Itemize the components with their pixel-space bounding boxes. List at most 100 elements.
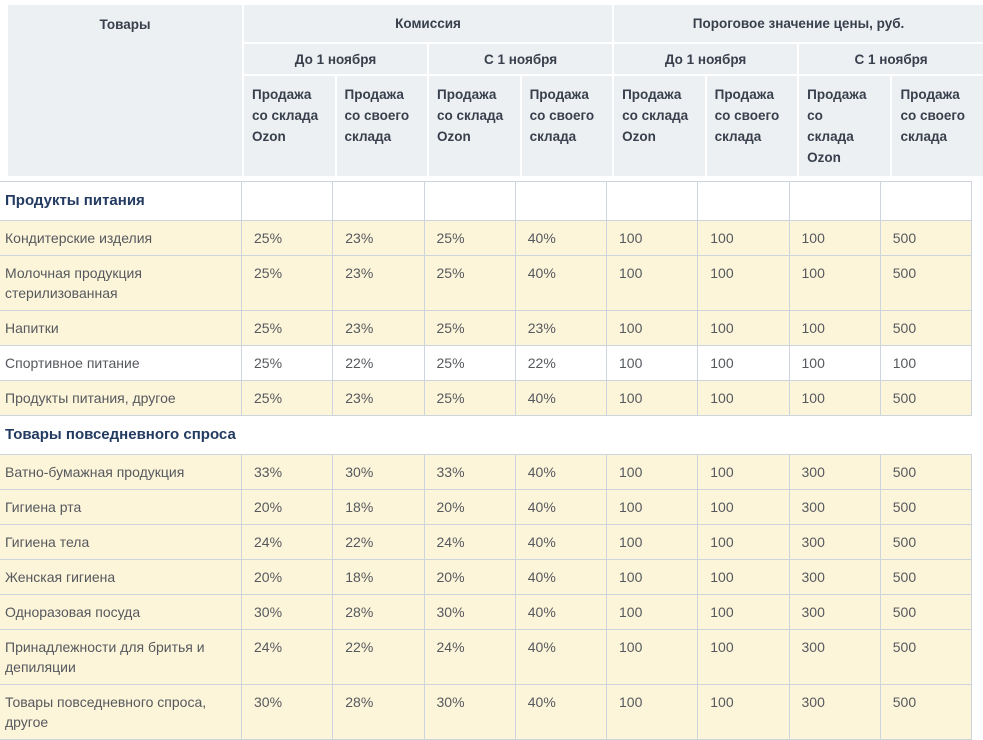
section-title: Продукты питания (0, 182, 242, 221)
threshold-before-own-cell: 100 (698, 256, 790, 311)
table-row: Ватно-бумажная продукция 33% 30% 33% 40%… (0, 455, 972, 490)
commission-from-own-cell: 23% (515, 311, 607, 346)
commission-from-own-cell: 40% (515, 221, 607, 256)
threshold-before-ozon-cell: 100 (607, 595, 699, 630)
header-sale-own-warehouse: Продажа со своего склада (706, 76, 798, 176)
commission-from-own-cell: 40% (515, 490, 607, 525)
table-row: Молочная продукция стерилизованная 25% 2… (0, 256, 972, 311)
threshold-before-own-cell: 100 (698, 455, 790, 490)
commission-from-own-cell: 40% (515, 595, 607, 630)
header-sale-ozon-warehouse: Продажа со склада Ozon (799, 76, 891, 176)
header-products-label: Товары (99, 17, 151, 32)
threshold-before-ozon-cell: 100 (607, 381, 699, 416)
commission-before-own-cell: 22% (333, 525, 425, 560)
commission-from-ozon-cell: 33% (424, 455, 516, 490)
threshold-before-own-cell: 100 (698, 311, 790, 346)
section-empty-cell (242, 182, 334, 221)
commission-from-own-cell: 40% (515, 525, 607, 560)
header-commission-period-from: С 1 ноября (429, 44, 613, 74)
commission-before-ozon-cell: 33% (242, 455, 334, 490)
category-name-cell: Кондитерские изделия (0, 221, 242, 256)
threshold-from-own-cell: 500 (880, 525, 972, 560)
threshold-from-ozon-cell: 100 (789, 346, 881, 381)
commission-before-ozon-cell: 24% (242, 525, 334, 560)
table-row: Кондитерские изделия 25% 23% 25% 40% 100… (0, 221, 972, 256)
commission-before-ozon-cell: 20% (242, 560, 334, 595)
threshold-from-ozon-cell: 300 (789, 560, 881, 595)
threshold-from-own-cell: 500 (880, 560, 972, 595)
commission-before-own-cell: 23% (333, 381, 425, 416)
table-header: Товары Комиссия Пороговое значение цены,… (8, 5, 983, 176)
commission-before-ozon-cell: 25% (242, 346, 334, 381)
table-row: Гигиена рта 20% 18% 20% 40% 100 100 300 … (0, 490, 972, 525)
threshold-from-own-cell: 500 (880, 256, 972, 311)
threshold-from-ozon-cell: 300 (789, 455, 881, 490)
commission-before-own-cell: 30% (333, 455, 425, 490)
threshold-from-ozon-cell: 100 (789, 221, 881, 256)
category-name-cell: Молочная продукция стерилизованная (0, 256, 242, 311)
threshold-before-own-cell: 100 (698, 525, 790, 560)
table-row: Принадлежности для бритья и депиляции 24… (0, 630, 972, 685)
header-products: Товары (8, 5, 242, 176)
threshold-from-ozon-cell: 300 (789, 685, 881, 740)
commission-before-ozon-cell: 25% (242, 381, 334, 416)
header-sale-own-warehouse: Продажа со своего склада (892, 76, 983, 176)
table-body: Продукты питания Кондитерские изделия 25… (0, 181, 972, 740)
header-sale-ozon-warehouse: Продажа со склада Ozon (614, 76, 705, 176)
threshold-before-own-cell: 100 (698, 560, 790, 595)
category-name-cell: Ватно-бумажная продукция (0, 455, 242, 490)
commission-before-own-cell: 18% (333, 490, 425, 525)
table-row: Продукты питания, другое 25% 23% 25% 40%… (0, 381, 972, 416)
commission-before-ozon-cell: 25% (242, 311, 334, 346)
commission-from-own-cell: 22% (515, 346, 607, 381)
section-empty-cell (789, 182, 881, 221)
table-row: Женская гигиена 20% 18% 20% 40% 100 100 … (0, 560, 972, 595)
period-before-label: До 1 ноября (664, 51, 747, 67)
header-sale-ozon-warehouse: Продажа со склада Ozon (244, 76, 335, 176)
category-name-cell: Товары повседневного спроса, другое (0, 685, 242, 740)
threshold-before-ozon-cell: 100 (607, 311, 699, 346)
header-sale-ozon-warehouse: Продажа со склада Ozon (429, 76, 520, 176)
threshold-from-own-cell: 100 (880, 346, 972, 381)
commission-from-ozon-cell: 25% (424, 346, 516, 381)
commission-before-ozon-cell: 30% (242, 685, 334, 740)
commission-from-own-cell: 40% (515, 381, 607, 416)
section-title: Товары повседневного спроса (5, 426, 236, 443)
commission-from-ozon-cell: 20% (424, 490, 516, 525)
commission-from-own-cell: 40% (515, 455, 607, 490)
table-row: Спортивное питание 25% 22% 25% 22% 100 1… (0, 346, 972, 381)
commission-from-ozon-cell: 30% (424, 595, 516, 630)
section-header-row: Продукты питания (0, 182, 972, 221)
category-name-cell: Принадлежности для бритья и депиляции (0, 630, 242, 685)
category-name-cell: Напитки (0, 311, 242, 346)
header-price-threshold-label: Пороговое значение цены, руб. (692, 16, 905, 31)
threshold-from-own-cell: 500 (880, 311, 972, 346)
threshold-from-ozon-cell: 300 (789, 525, 881, 560)
table-row: Одноразовая посуда 30% 28% 30% 40% 100 1… (0, 595, 972, 630)
commission-before-own-cell: 23% (333, 311, 425, 346)
threshold-before-ozon-cell: 100 (607, 685, 699, 740)
threshold-before-ozon-cell: 100 (607, 630, 699, 685)
header-sale-own-warehouse: Продажа со своего склада (336, 76, 428, 176)
table-row: Товары повседневного спроса, другое 30% … (0, 685, 972, 740)
period-from-label: С 1 ноября (854, 51, 928, 67)
threshold-before-ozon-cell: 100 (607, 256, 699, 311)
threshold-before-own-cell: 100 (698, 381, 790, 416)
commission-before-own-cell: 28% (333, 685, 425, 740)
threshold-from-ozon-cell: 300 (789, 595, 881, 630)
commission-before-own-cell: 23% (333, 256, 425, 311)
header-price-threshold: Пороговое значение цены, руб. (614, 5, 983, 42)
section-header-row: Товары повседневного спроса (0, 416, 972, 455)
table-row: Гигиена тела 24% 22% 24% 40% 100 100 300… (0, 525, 972, 560)
section-empty-cell (424, 182, 516, 221)
threshold-from-ozon-cell: 100 (789, 311, 881, 346)
header-sale-own-warehouse: Продажа со своего склада (521, 76, 613, 176)
commission-from-own-cell: 40% (515, 685, 607, 740)
threshold-before-ozon-cell: 100 (607, 525, 699, 560)
commission-from-ozon-cell: 30% (424, 685, 516, 740)
category-name-cell: Гигиена рта (0, 490, 242, 525)
threshold-from-own-cell: 500 (880, 221, 972, 256)
threshold-before-ozon-cell: 100 (607, 455, 699, 490)
commission-from-ozon-cell: 20% (424, 560, 516, 595)
threshold-before-ozon-cell: 100 (607, 490, 699, 525)
